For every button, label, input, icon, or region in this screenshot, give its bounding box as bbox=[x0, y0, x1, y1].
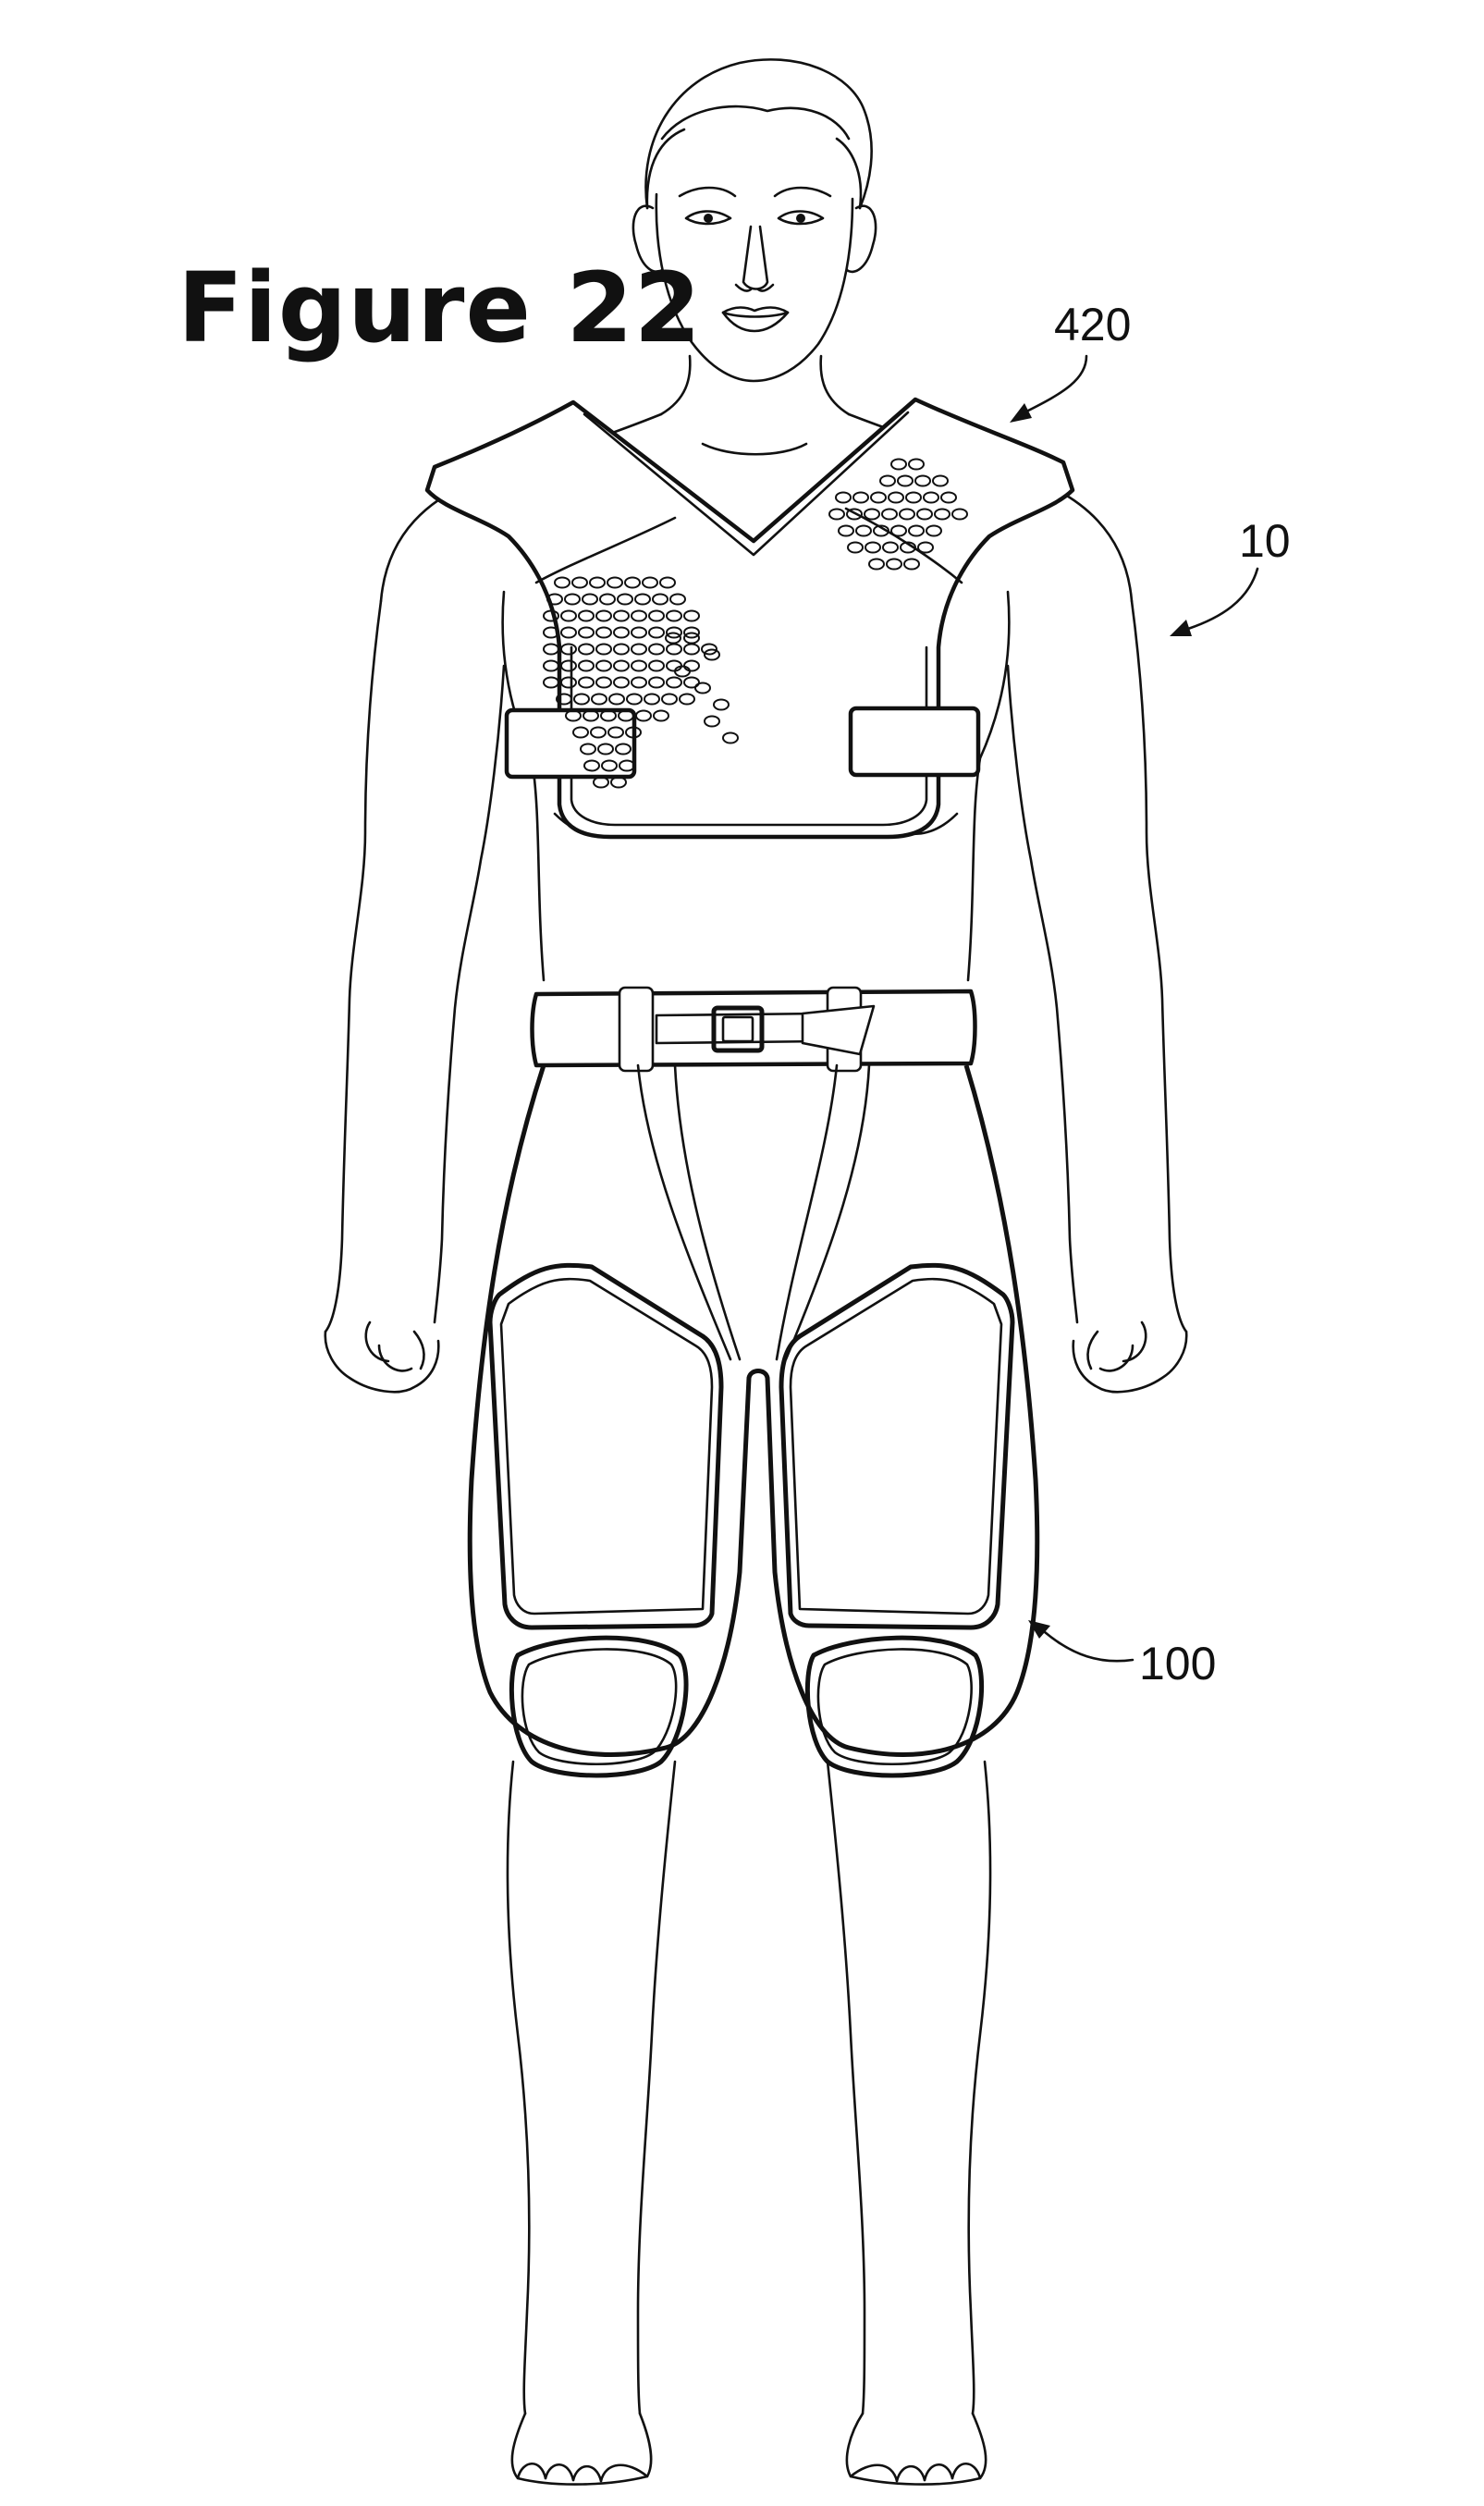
arrow-head-420 bbox=[1010, 403, 1032, 423]
legs bbox=[508, 1762, 990, 2485]
leader-arrow-100 bbox=[1045, 1632, 1133, 1661]
leader-arrow-420 bbox=[1026, 356, 1086, 412]
reference-numeral-100: 100 bbox=[1139, 1637, 1216, 1690]
reference-numeral-10: 10 bbox=[1239, 514, 1291, 568]
perforation-hole bbox=[544, 661, 558, 671]
perforation-hole bbox=[544, 678, 558, 688]
perforation-hole bbox=[544, 645, 558, 655]
reference-numeral-420: 420 bbox=[1054, 298, 1131, 351]
upper-garment bbox=[427, 399, 1073, 837]
leader-lines bbox=[1010, 356, 1257, 1661]
lower-garment bbox=[470, 988, 1037, 1775]
leader-arrow-10 bbox=[1188, 569, 1257, 629]
arrow-head-10 bbox=[1170, 620, 1192, 636]
figure-title: Figure 22 bbox=[178, 252, 702, 364]
